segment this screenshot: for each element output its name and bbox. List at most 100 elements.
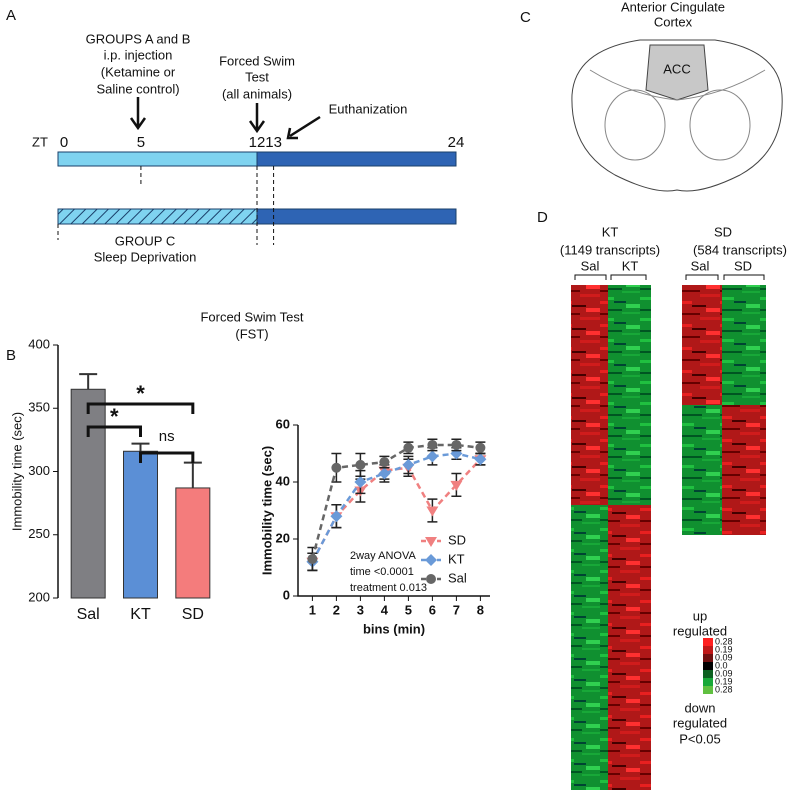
- x-tick-label: 2: [333, 602, 340, 617]
- annotation: i.p. injection: [104, 47, 173, 62]
- marker: [450, 480, 463, 491]
- colorbar-swatch: [703, 662, 713, 670]
- y-tick-label: 200: [28, 589, 50, 604]
- colorbar-swatch: [703, 670, 713, 678]
- x-tick-label: 3: [357, 602, 364, 617]
- bar: [123, 450, 158, 599]
- x-tick-label: SD: [182, 606, 204, 623]
- annotation: (all animals): [222, 86, 292, 101]
- colorbar-swatch: [703, 678, 713, 686]
- significance-label: ns: [159, 428, 175, 445]
- legend-label: SD: [448, 532, 466, 547]
- annotation: Euthanization: [329, 101, 408, 116]
- x-tick-label: 6: [429, 602, 436, 617]
- colorbar-swatch: [703, 686, 713, 694]
- y-tick-label: 400: [28, 336, 50, 351]
- annotation: 2way ANOVA: [350, 550, 416, 562]
- significance-bracket: [86, 425, 142, 437]
- legend-label: P<0.05: [679, 731, 721, 746]
- timeline-bar: [57, 208, 258, 225]
- error-bar: [131, 442, 150, 452]
- x-axis-label: bins (min): [363, 621, 425, 636]
- group-label: Sal: [581, 258, 600, 273]
- legend-label: regulated: [673, 715, 727, 730]
- y-tick-label: 350: [28, 400, 50, 415]
- y-tick-label: 20: [276, 530, 290, 545]
- x-tick-label: 5: [405, 602, 412, 617]
- brain-structure: [604, 89, 666, 161]
- y-tick-label: 250: [28, 526, 50, 541]
- significance-bracket: [86, 402, 195, 414]
- heatmap-block: [682, 405, 722, 535]
- colorbar-label: 0.19: [715, 676, 733, 686]
- marker: [402, 458, 415, 471]
- annotation: Saline control): [96, 81, 179, 96]
- group-label: SD: [734, 258, 752, 273]
- panel-label: A: [6, 7, 16, 24]
- colorbar-swatch: [703, 646, 713, 654]
- tick-label: 12: [249, 134, 266, 151]
- chart-title: (FST): [235, 326, 268, 341]
- brain-outline: [571, 39, 783, 192]
- group-label: KT: [622, 258, 639, 273]
- x-tick-label: Sal: [77, 606, 100, 623]
- panel-label: D: [537, 209, 548, 226]
- series-line: [311, 452, 481, 563]
- y-tick-label: 0: [283, 587, 290, 602]
- heatmap-block: [571, 505, 608, 790]
- panel-label: B: [6, 347, 16, 364]
- marker: [379, 457, 390, 468]
- significance-bracket: [139, 451, 195, 463]
- heatmap-block: [608, 285, 651, 505]
- marker: [331, 462, 342, 473]
- chart-title: Forced Swim Test: [200, 309, 303, 324]
- error-bar: [183, 461, 202, 488]
- colorbar-label: 0.09: [715, 652, 733, 662]
- brain-structure: [689, 89, 751, 161]
- marker: [427, 439, 438, 450]
- panel-label: C: [520, 9, 531, 26]
- x-tick-label: 4: [381, 602, 389, 617]
- heatmap-title: (584 transcripts): [693, 242, 787, 257]
- bar: [70, 388, 106, 599]
- arrow: [248, 103, 266, 134]
- marker: [426, 450, 439, 463]
- marker: [330, 510, 343, 523]
- tick-label: 0: [60, 134, 68, 151]
- heatmap-block: [722, 285, 766, 405]
- arrow: [129, 97, 147, 131]
- bracket: [685, 274, 765, 280]
- heatmap-block: [571, 285, 608, 505]
- x-tick-label: 8: [477, 602, 484, 617]
- marker: [426, 506, 439, 517]
- arrow: [286, 115, 321, 140]
- colorbar-label: 0.09: [715, 668, 733, 678]
- y-tick-label: 40: [276, 473, 290, 488]
- colorbar-swatch: [703, 638, 713, 646]
- brain-diagram: Anterior Cingulate Cortex ACC: [571, 0, 783, 192]
- marker: [354, 476, 367, 488]
- annotation: time <0.0001: [350, 566, 414, 578]
- legend-label: up: [693, 608, 707, 623]
- region-label: ACC: [663, 61, 690, 76]
- annotation: Sleep Deprivation: [94, 249, 197, 264]
- colorbar-label: 0.28: [715, 684, 733, 694]
- timeline-bar: [256, 208, 457, 225]
- annotation: treatment 0.013: [350, 582, 427, 594]
- bar: [175, 487, 211, 599]
- group-label: Sal: [691, 258, 710, 273]
- heatmap-block: [722, 405, 766, 535]
- significance-label: *: [136, 381, 145, 406]
- marker: [355, 459, 366, 470]
- marker: [451, 439, 462, 450]
- heatmap-title: (1149 transcripts): [560, 242, 660, 257]
- marker: [403, 442, 414, 453]
- colorbar-label: 0.0: [715, 660, 728, 670]
- x-tick-label: 7: [453, 602, 460, 617]
- legend-label: Sal: [448, 570, 467, 585]
- y-axis-label: Immobility time (sec): [9, 412, 24, 531]
- tick-label: 13: [265, 134, 282, 151]
- colorbar-label: 0.19: [715, 644, 733, 654]
